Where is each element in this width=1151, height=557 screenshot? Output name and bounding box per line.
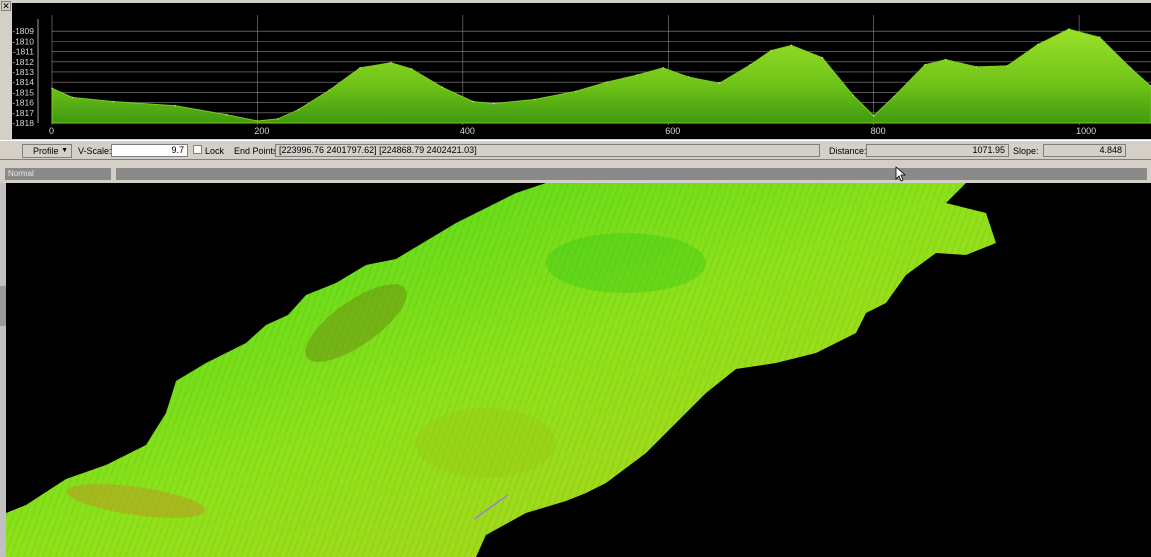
profile-point — [441, 86, 444, 89]
profile-point — [277, 118, 279, 120]
profile-point — [492, 102, 495, 105]
profile-point — [893, 95, 895, 98]
profile-point — [749, 64, 752, 66]
y-tick-label: -1813 — [12, 67, 34, 77]
x-tick-label: 600 — [665, 126, 680, 136]
profile-point — [1098, 36, 1101, 39]
profile-point — [112, 100, 115, 103]
status-mode: Normal — [5, 168, 111, 180]
profile-point — [1037, 43, 1039, 46]
y-tick-label: -1811 — [13, 47, 34, 57]
profile-point — [821, 56, 824, 59]
x-tick-label: 200 — [254, 126, 269, 136]
profile-point — [297, 108, 300, 111]
y-tick-label: -1817 — [12, 108, 34, 118]
profile-toolbar: Profile ▼ V-Scale: 9.7 Lock End Points: … — [0, 140, 1151, 160]
scrollbar-thumb[interactable] — [0, 286, 6, 326]
endpoints-label: End Points: — [234, 146, 281, 156]
profile-point — [1006, 65, 1008, 67]
profile-point — [636, 74, 639, 76]
profile-point — [975, 66, 978, 68]
distance-field: 1071.95 — [866, 144, 1009, 157]
profile-point — [472, 100, 474, 103]
mouse-cursor-icon — [895, 166, 907, 182]
profile-point — [944, 58, 947, 61]
profile-point — [605, 81, 608, 83]
endpoints-field: [223996.76 2401797.62] [224868.79 240242… — [275, 144, 820, 157]
profile-point — [410, 68, 413, 70]
lock-checkbox[interactable] — [193, 145, 202, 154]
y-tick-label: -1812 — [12, 57, 34, 67]
profile-point — [662, 67, 664, 69]
profile-point — [924, 64, 926, 66]
profile-transect-line — [473, 494, 509, 520]
close-icon[interactable]: ✕ — [1, 1, 11, 11]
y-tick-label: -1818 — [12, 118, 34, 128]
vscale-label: V-Scale: — [78, 146, 112, 156]
profile-point — [256, 120, 259, 122]
x-tick-label: 0 — [49, 126, 54, 136]
profile-chart-svg: -1809-1810-1811-1812-1813-1814-1815-1816… — [12, 15, 1151, 136]
profile-point — [1129, 67, 1132, 69]
slope-label: Slope: — [1013, 146, 1039, 156]
distance-label: Distance: — [829, 146, 867, 156]
elevation-profile-chart: -1809 -1810 -1811 -1812 -1813 -1814 -1815 -1816… — [12, 3, 1151, 139]
y-tick-label: -1816 — [12, 98, 34, 108]
y-tick-label: -1810 — [12, 36, 34, 46]
terrain-surface — [6, 183, 996, 557]
x-tick-label: 400 — [460, 126, 475, 136]
profile-point — [1068, 28, 1070, 30]
profile-point — [390, 62, 392, 64]
profile-point — [770, 49, 772, 52]
status-progress-bar — [116, 168, 1147, 180]
profile-point — [174, 104, 177, 107]
profile-point — [359, 67, 361, 69]
y-tick-label: -1814 — [12, 77, 34, 87]
profile-point — [71, 96, 74, 99]
lock-label: Lock — [205, 146, 225, 156]
profile-point — [718, 82, 721, 84]
profile-point — [688, 76, 690, 78]
vertical-scrollbar[interactable] — [0, 183, 6, 557]
bathymetry-map-view[interactable] — [6, 183, 1151, 557]
y-tick-label: -1815 — [12, 87, 34, 97]
profile-point — [852, 94, 854, 97]
profile-mode-label: Profile — [33, 146, 59, 156]
profile-point — [575, 90, 577, 93]
profile-point — [790, 44, 793, 47]
terrain-ridge-lower — [66, 484, 206, 518]
profile-point — [51, 87, 53, 90]
profile-point — [533, 98, 536, 101]
slope-field: 4.848 — [1043, 144, 1126, 157]
chevron-down-icon: ▼ — [61, 147, 68, 154]
x-tick-label: 1000 — [1076, 126, 1096, 136]
vscale-input[interactable]: 9.7 — [111, 144, 188, 157]
profile-area-series — [51, 28, 1151, 124]
profile-mode-dropdown[interactable]: Profile ▼ — [22, 144, 72, 158]
x-tick-label: 800 — [871, 126, 886, 136]
status-bar: Normal — [0, 166, 1151, 181]
y-tick-label: -1809 — [12, 26, 34, 36]
profile-point — [872, 115, 875, 117]
profile-point — [225, 114, 228, 116]
terrain-ridge — [305, 284, 407, 362]
profile-point — [328, 89, 331, 92]
